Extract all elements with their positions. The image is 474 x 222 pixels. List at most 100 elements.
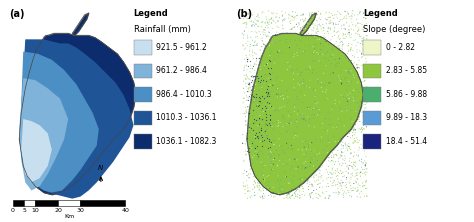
- Point: [304, 92, 311, 96]
- Point: [319, 53, 327, 56]
- Point: [254, 158, 262, 161]
- Point: [345, 145, 352, 148]
- Point: [363, 178, 370, 182]
- Point: [251, 159, 258, 162]
- Point: [266, 180, 274, 184]
- Point: [323, 88, 330, 92]
- Point: [330, 86, 337, 89]
- Point: [295, 139, 303, 142]
- Point: [258, 176, 265, 179]
- Point: [328, 166, 336, 170]
- Point: [258, 171, 265, 174]
- Point: [363, 34, 370, 37]
- Point: [329, 171, 337, 175]
- Point: [293, 73, 301, 77]
- Point: [362, 44, 369, 48]
- Point: [337, 107, 344, 110]
- Point: [262, 122, 270, 126]
- Point: [292, 165, 300, 168]
- Point: [249, 162, 256, 165]
- Point: [263, 134, 270, 137]
- Point: [356, 116, 363, 120]
- Point: [265, 96, 273, 100]
- Point: [340, 33, 347, 36]
- Point: [297, 103, 305, 107]
- Point: [257, 196, 264, 200]
- Point: [286, 46, 293, 50]
- Point: [309, 149, 316, 153]
- Point: [344, 144, 351, 148]
- Point: [282, 165, 289, 168]
- Point: [328, 151, 336, 155]
- Point: [269, 146, 277, 149]
- Point: [251, 152, 258, 155]
- Point: [266, 73, 274, 76]
- Point: [268, 77, 275, 81]
- Point: [293, 51, 301, 54]
- Point: [355, 148, 363, 152]
- Point: [310, 168, 318, 172]
- Point: [319, 187, 327, 191]
- Point: [263, 68, 271, 72]
- Point: [259, 187, 267, 190]
- Text: 10: 10: [32, 208, 39, 213]
- Point: [314, 38, 321, 42]
- Point: [287, 153, 294, 156]
- Point: [260, 42, 267, 46]
- Point: [330, 119, 337, 123]
- Point: [297, 187, 305, 191]
- Point: [268, 91, 275, 95]
- Point: [338, 44, 346, 48]
- Point: [341, 159, 348, 163]
- Point: [297, 39, 305, 43]
- Point: [313, 145, 320, 148]
- Point: [329, 22, 337, 26]
- Point: [251, 174, 259, 177]
- Point: [241, 177, 248, 180]
- Point: [273, 54, 280, 58]
- Point: [288, 85, 296, 88]
- Point: [360, 103, 368, 107]
- Point: [345, 71, 353, 75]
- Point: [277, 133, 285, 136]
- Point: [321, 196, 329, 200]
- Point: [264, 132, 272, 136]
- Point: [340, 27, 348, 30]
- Point: [350, 77, 358, 81]
- Point: [326, 164, 334, 168]
- Point: [279, 145, 287, 149]
- Point: [246, 176, 253, 180]
- Point: [271, 36, 279, 40]
- Point: [337, 179, 345, 182]
- Point: [241, 192, 249, 195]
- Point: [243, 60, 251, 63]
- Point: [288, 181, 295, 185]
- Point: [301, 155, 309, 158]
- Point: [355, 28, 363, 32]
- Point: [349, 186, 357, 190]
- Point: [326, 53, 333, 56]
- Point: [306, 192, 314, 195]
- Point: [285, 16, 292, 20]
- Point: [354, 66, 362, 69]
- Point: [350, 91, 357, 95]
- Point: [337, 137, 345, 140]
- Point: [241, 16, 249, 19]
- Point: [333, 127, 340, 130]
- Point: [292, 112, 300, 116]
- Point: [251, 62, 259, 66]
- Point: [267, 192, 274, 196]
- Point: [322, 185, 330, 188]
- Point: [317, 13, 325, 16]
- Point: [298, 32, 305, 35]
- Point: [245, 194, 252, 198]
- Point: [240, 73, 248, 77]
- Point: [325, 66, 332, 70]
- Point: [360, 123, 367, 127]
- Point: [294, 195, 301, 199]
- Point: [320, 44, 328, 48]
- Point: [347, 115, 355, 119]
- Point: [267, 151, 275, 154]
- Point: [270, 121, 278, 124]
- Point: [363, 194, 371, 198]
